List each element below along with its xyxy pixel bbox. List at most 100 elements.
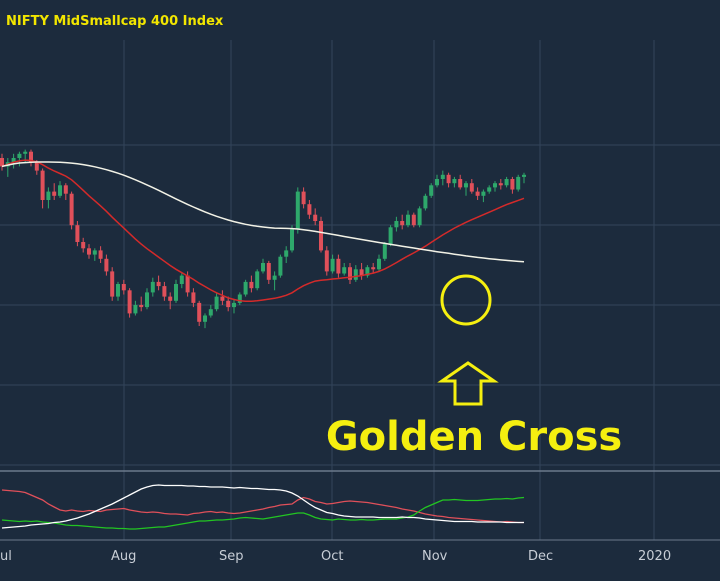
candle-body-47	[272, 275, 277, 280]
candle-body-44	[255, 271, 260, 289]
candle-body-28	[162, 286, 167, 297]
golden-cross-circle	[440, 274, 492, 326]
candle-body-56	[324, 250, 329, 272]
candle-body-35	[203, 315, 207, 322]
candle-body-51	[295, 191, 300, 230]
candle-body-45	[261, 263, 265, 272]
candle-body-64	[371, 267, 376, 270]
long-moving-average-line	[1, 161, 525, 263]
candle-body-7	[40, 170, 45, 200]
candle-body-31	[179, 275, 184, 284]
candle-body-40	[232, 302, 236, 308]
candle-body-48	[278, 256, 283, 276]
candle-body-43	[249, 281, 254, 289]
candle-body-62	[359, 269, 364, 276]
candle-body-70	[406, 214, 410, 226]
candle-body-6	[34, 162, 39, 171]
candle-body-32	[185, 275, 190, 293]
candle-body-72	[417, 208, 422, 226]
candle-body-34	[197, 302, 202, 322]
candle-body-52	[301, 191, 306, 205]
candle-body-85	[493, 183, 497, 188]
candle-body-24	[139, 305, 144, 308]
candle-body-90	[522, 174, 526, 177]
candle-body-41	[237, 294, 242, 303]
candle-body-0	[0, 158, 4, 167]
candle-body-20	[116, 284, 120, 297]
candle-body-22	[127, 290, 132, 314]
x-tick-label-2: Sep	[219, 549, 244, 564]
candle-body-53	[307, 204, 312, 215]
grid-lines	[0, 40, 720, 541]
x-tick-label-4: Nov	[422, 549, 448, 564]
candle-body-83	[481, 191, 486, 196]
candle-body-36	[208, 309, 213, 316]
candle-body-58	[336, 258, 341, 274]
candle-body-63	[365, 267, 370, 276]
chart-title: NIFTY MidSmallcap 400 Index	[6, 14, 224, 29]
candle-body-67	[388, 227, 393, 245]
x-tick-label-6: 2020	[638, 549, 671, 564]
candle-body-2	[11, 158, 16, 163]
x-tick-label-0: ul	[0, 549, 12, 564]
candle-body-3	[17, 153, 22, 158]
candle-body-60	[348, 267, 352, 280]
oscillator-green-line	[1, 496, 525, 530]
short-moving-average-line	[1, 159, 525, 302]
candle-body-18	[104, 258, 109, 272]
candle-body-19	[110, 271, 115, 297]
candle-body-49	[284, 250, 289, 257]
oscillator-red-line	[1, 489, 524, 524]
candle-body-5	[29, 151, 33, 163]
candle-body-39	[226, 300, 231, 308]
candle-body-73	[423, 195, 428, 209]
up-arrow-icon	[437, 361, 499, 406]
golden-cross-label: Golden Cross	[326, 414, 622, 460]
candle-body-13	[75, 225, 80, 242]
candle-body-12	[69, 193, 74, 226]
candle-body-68	[394, 221, 399, 228]
candle-body-57	[330, 258, 335, 272]
candle-body-74	[429, 185, 434, 196]
candle-body-66	[382, 244, 387, 259]
candle-body-59	[342, 267, 347, 274]
candle-body-23	[133, 305, 138, 314]
candle-body-75	[435, 179, 439, 186]
candle-body-29	[168, 296, 173, 301]
candle-body-37	[214, 296, 219, 310]
candle-body-82	[475, 191, 480, 196]
candle-body-30	[174, 284, 178, 301]
candle-body-55	[319, 221, 323, 251]
moving-average-lines	[1, 159, 525, 302]
candle-body-71	[411, 214, 416, 226]
candle-body-50	[290, 229, 294, 251]
candle-body-79	[458, 179, 463, 188]
candle-body-9	[52, 191, 57, 196]
candle-body-11	[63, 185, 68, 194]
candle-body-69	[400, 221, 405, 226]
candle-body-16	[92, 250, 97, 255]
candle-body-84	[487, 187, 492, 192]
candle-body-88	[510, 179, 515, 190]
candle-body-80	[464, 183, 468, 188]
candle-body-25	[145, 292, 149, 308]
candle-body-61	[353, 269, 358, 280]
candle-body-10	[58, 185, 62, 196]
golden-cross-annotation: Golden Cross	[326, 274, 622, 460]
candle-body-38	[220, 296, 225, 301]
candle-body-15	[87, 248, 91, 255]
candle-body-8	[46, 191, 51, 200]
candle-body-76	[440, 174, 445, 179]
oscillator-white-line	[1, 484, 524, 529]
candlestick-series	[0, 149, 526, 329]
x-axis-labels: ul Aug Sep Oct Nov Dec 2020	[0, 549, 671, 564]
candle-body-86	[498, 183, 503, 186]
candle-body-26	[150, 281, 155, 293]
x-tick-label-5: Dec	[528, 549, 553, 564]
x-tick-label-3: Oct	[321, 549, 343, 564]
candle-body-14	[81, 242, 86, 249]
candle-body-4	[23, 151, 28, 154]
candle-body-33	[191, 292, 196, 303]
candle-body-81	[469, 183, 474, 192]
